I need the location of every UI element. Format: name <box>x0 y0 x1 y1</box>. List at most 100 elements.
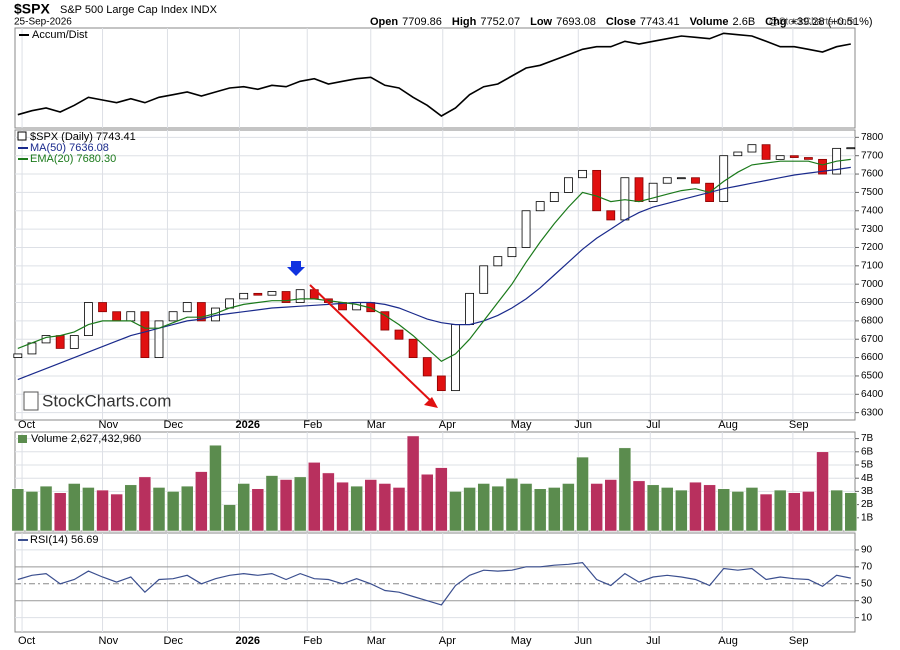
volume-bar <box>124 484 138 532</box>
legend-label: MA(50) 7636.08 <box>30 142 109 154</box>
candle <box>239 292 249 300</box>
volume-bar <box>477 483 490 532</box>
x-tick-label: Apr <box>439 419 456 431</box>
candle <box>493 256 503 267</box>
y-tick-label: 7400 <box>861 205 884 216</box>
volume-bar <box>717 488 730 532</box>
stat-label: Volume <box>690 16 729 28</box>
panel-frame <box>14 129 856 421</box>
candle <box>606 210 616 221</box>
y-tick-label: 70 <box>861 561 873 572</box>
candle <box>394 329 404 340</box>
volume-bar <box>802 491 815 532</box>
x-tick-label: Aug <box>718 635 738 647</box>
x-tick-label: Apr <box>439 635 456 647</box>
volume-bar <box>689 481 702 532</box>
candle <box>69 335 79 349</box>
candle <box>535 201 545 212</box>
candle <box>479 265 489 294</box>
volume-bar <box>110 493 123 532</box>
y-tick-label: 6400 <box>861 389 884 400</box>
x-tick-label: Feb <box>303 635 322 647</box>
candle <box>267 291 277 296</box>
volume-bar <box>237 483 250 532</box>
y-tick-label: 90 <box>861 545 873 556</box>
volume-bar <box>830 489 843 532</box>
volume-bar <box>152 487 166 532</box>
y-tick-label: 7300 <box>861 224 884 235</box>
stat-label: Low <box>530 16 552 28</box>
volume-bar <box>68 483 81 532</box>
candle <box>126 311 136 322</box>
legend-label: EMA(20) 7680.30 <box>30 153 116 165</box>
volume-bar <box>293 476 307 532</box>
legend-label: RSI(14) 56.69 <box>30 534 98 546</box>
volume-bar <box>491 485 505 532</box>
candle <box>761 144 771 160</box>
candle <box>182 302 192 313</box>
volume-bar <box>39 485 53 532</box>
volume-bar <box>646 484 660 532</box>
x-tick-label: 2026 <box>235 419 259 431</box>
candle <box>676 177 686 180</box>
x-tick-label: Jun <box>574 635 592 647</box>
candle <box>408 338 418 358</box>
candle <box>225 298 234 309</box>
volume-bar <box>322 472 335 532</box>
x-tick-label: Jul <box>646 635 660 647</box>
x-tick-label: Oct <box>18 419 35 431</box>
stat-value: 7709.86 <box>402 16 442 28</box>
volume-bar <box>463 487 476 532</box>
stat-value: 7752.07 <box>480 16 520 28</box>
candle <box>55 335 65 349</box>
candle <box>84 302 93 336</box>
candle <box>634 177 644 202</box>
volume-bar <box>223 504 236 532</box>
candle <box>465 292 474 325</box>
legend-label: Volume 2,627,432,960 <box>31 433 141 445</box>
volume-bar <box>604 479 618 532</box>
y-tick-label: 7500 <box>861 187 884 198</box>
candle <box>662 177 672 184</box>
volume-bar <box>562 483 575 532</box>
candle <box>380 311 390 331</box>
volume-bar <box>618 447 632 532</box>
volume-bar <box>660 487 674 532</box>
volume-bar <box>731 491 745 532</box>
volume-bar <box>773 489 787 532</box>
volume-bar <box>364 479 378 532</box>
x-tick-label: Sep <box>789 419 809 431</box>
x-tick-label: Dec <box>163 635 183 647</box>
volume-bar <box>82 487 95 532</box>
candle <box>733 151 743 157</box>
legend-label: Accum/Dist <box>32 29 88 41</box>
stat-label: Open <box>370 16 398 28</box>
x-tick-label: Mar <box>367 635 386 647</box>
volume-bar <box>378 483 392 532</box>
candle <box>436 375 446 392</box>
candle <box>578 169 587 179</box>
x-tick-label: Mar <box>367 419 386 431</box>
y-tick-label: 7700 <box>861 150 884 161</box>
candle <box>719 155 729 202</box>
candle <box>451 324 460 392</box>
volume-bar <box>96 489 109 532</box>
volume-bar <box>435 467 448 532</box>
x-tick-label: Nov <box>99 419 119 431</box>
blue-arrow <box>287 261 305 276</box>
y-tick-label: 7200 <box>861 242 884 253</box>
volume-bar <box>336 481 349 532</box>
date: 25-Sep-2026 <box>14 17 72 28</box>
candle <box>168 311 178 322</box>
volume-bar <box>675 489 688 532</box>
candle <box>154 320 164 358</box>
volume-bar <box>420 473 434 532</box>
volume-bar <box>576 456 589 532</box>
candle <box>98 302 107 313</box>
volume-bar <box>844 492 858 532</box>
line-series <box>17 32 851 117</box>
volume-bar <box>788 492 801 532</box>
candle <box>564 177 573 193</box>
candle <box>295 289 305 303</box>
